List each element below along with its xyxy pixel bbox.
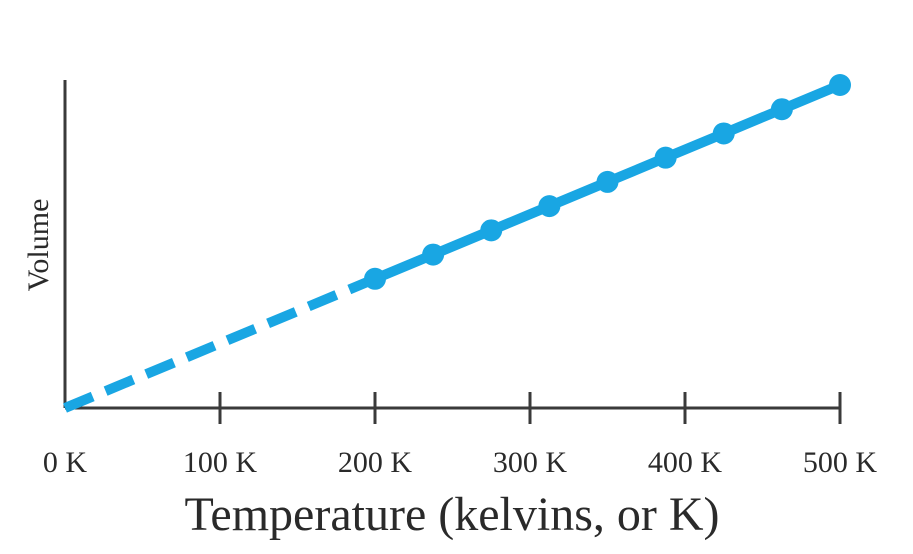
x-axis-label: Temperature (kelvins, or K) [184,488,719,541]
x-tick-label: 200 K [338,446,413,479]
data-point [654,146,677,169]
y-axis-label: Volume [22,199,55,292]
extrapolation-line [63,274,377,413]
data-point [829,74,851,96]
x-tick-label: 300 K [493,446,568,479]
x-tick-label: 500 K [803,446,878,479]
x-tick-label: 100 K [183,446,258,479]
data-point [538,195,561,218]
data-point [480,219,503,242]
data-point [422,243,445,266]
x-tick-label: 400 K [648,446,723,479]
data-point [596,170,619,193]
series [63,74,851,413]
data-point [770,98,793,121]
x-ticks: 0 K 100 K 200 K 300 K 400 K 500 K [43,392,878,479]
data-point [712,122,735,145]
x-tick-label: 0 K [43,446,88,479]
data-point [364,267,386,290]
